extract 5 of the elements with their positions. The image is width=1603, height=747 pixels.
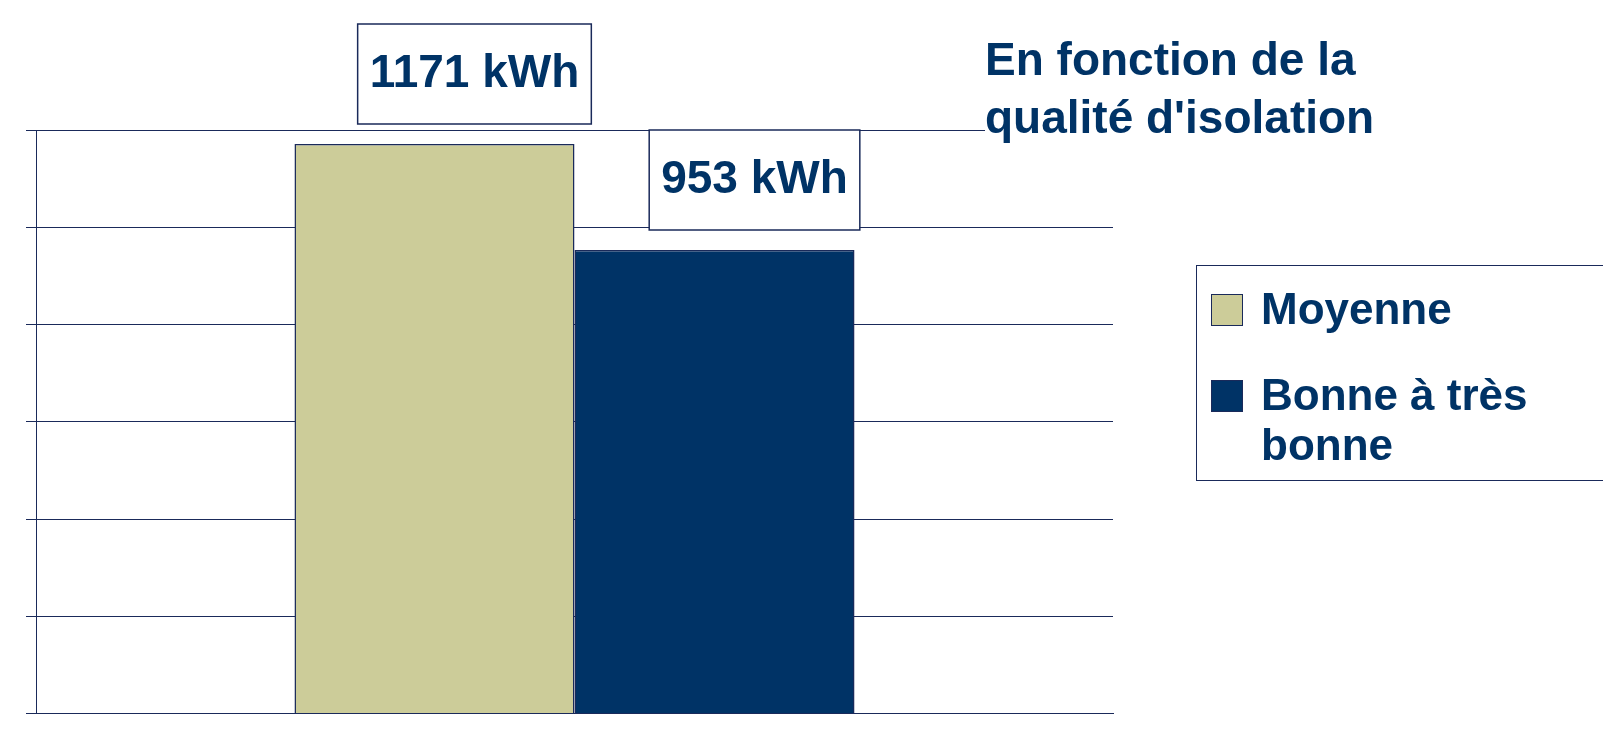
chart-title: En fonction de la qualité d'isolation [985,30,1505,146]
legend-label: Bonne à très bonne [1261,370,1529,470]
data-label: 1171 kWh [369,44,580,97]
legend-label: Moyenne [1261,284,1452,334]
data-label: 953 kWh [661,150,848,203]
